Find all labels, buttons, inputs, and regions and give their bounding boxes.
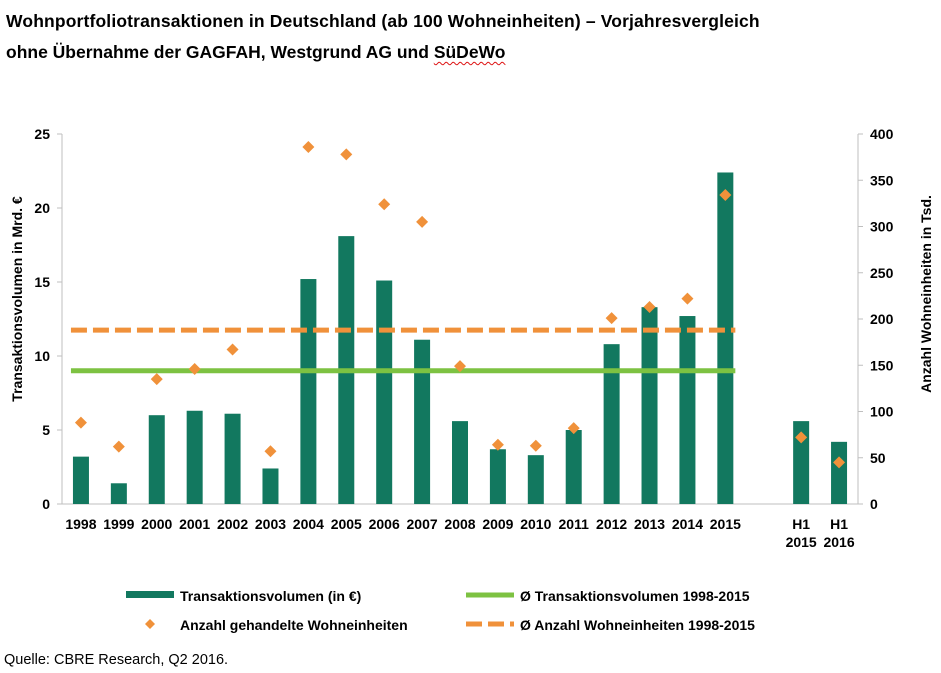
bar-transaktionsvolumen	[262, 468, 279, 504]
bar-transaktionsvolumen	[603, 344, 620, 504]
marker-wohneinheiten	[454, 360, 466, 373]
marker-wohneinheiten	[491, 438, 504, 451]
marker-wohneinheiten	[795, 431, 808, 444]
bar-transaktionsvolumen	[565, 430, 582, 504]
y-left-tick-label: 5	[42, 422, 50, 438]
x-tick-label: 2016	[823, 534, 854, 550]
marker-wohneinheiten	[719, 189, 732, 202]
x-tick-label: 2012	[596, 516, 627, 532]
legend-label-avg-volume: Ø Transaktionsvolumen 1998-2015	[520, 588, 750, 604]
x-tick-label: 2004	[293, 516, 324, 532]
title-line-2: ohne Übernahme der GAGFAH, Westgrund AG …	[6, 37, 936, 68]
x-tick-label: 2001	[179, 516, 210, 532]
y-axis-left-title: Transaktionsvolumen in Mrd. €	[9, 196, 25, 402]
bar-transaktionsvolumen	[831, 441, 848, 504]
x-tick-label: 1998	[65, 516, 96, 532]
y-right-tick-label: 350	[870, 172, 894, 188]
x-tick-label: 2011	[559, 516, 590, 532]
x-tick-label: 2006	[369, 516, 400, 532]
x-tick-label: 2013	[634, 516, 665, 532]
marker-wohneinheiten	[302, 140, 315, 153]
x-tick-label: 2010	[520, 516, 551, 532]
bar-transaktionsvolumen	[148, 415, 165, 504]
x-tick-label: 2014	[672, 516, 703, 532]
marker-wohneinheiten	[188, 362, 201, 375]
legend-label-avg-units: Ø Anzahl Wohneinheiten 1998-2015	[520, 617, 755, 633]
x-tick-label: H1	[792, 516, 810, 532]
bar-transaktionsvolumen	[224, 413, 241, 504]
marker-wohneinheiten	[378, 198, 391, 211]
x-tick-label: H1	[830, 516, 848, 532]
bar-transaktionsvolumen	[641, 307, 658, 504]
marker-wohneinheiten	[264, 445, 277, 458]
marker-wohneinheiten	[340, 148, 353, 161]
y-axis-right-title: Anzahl Wohneinheiten in Tsd.	[918, 195, 934, 393]
marker-wohneinheiten	[681, 292, 694, 305]
marker-wohneinheiten	[226, 343, 239, 356]
x-tick-label: 2000	[141, 516, 172, 532]
y-left-tick-label: 15	[34, 274, 50, 290]
marker-wohneinheiten	[643, 300, 656, 313]
y-right-tick-label: 150	[870, 357, 894, 373]
legend-swatch-marker	[145, 619, 155, 629]
marker-wohneinheiten	[567, 422, 580, 435]
y-left-tick-label: 25	[34, 126, 50, 142]
y-right-tick-label: 300	[870, 219, 894, 235]
bar-transaktionsvolumen	[527, 455, 544, 504]
marker-wohneinheiten	[74, 416, 87, 429]
bar-transaktionsvolumen	[452, 421, 468, 504]
bar-transaktionsvolumen	[300, 279, 317, 504]
y-right-tick-label: 100	[870, 404, 894, 420]
bar-transaktionsvolumen	[717, 172, 734, 505]
bar-transaktionsvolumen	[489, 449, 506, 504]
marker-wohneinheiten	[150, 373, 163, 386]
y-right-tick-label: 400	[870, 126, 894, 142]
x-tick-label: 2015	[710, 516, 741, 532]
y-left-tick-label: 10	[34, 348, 50, 364]
y-right-tick-label: 200	[870, 311, 894, 327]
y-right-tick-label: 0	[870, 496, 878, 512]
marker-wohneinheiten	[416, 215, 429, 228]
bar-transaktionsvolumen	[186, 410, 203, 504]
y-left-tick-label: 0	[42, 496, 50, 512]
legend-label-marker: Anzahl gehandelte Wohneinheiten	[180, 617, 408, 633]
y-right-tick-label: 50	[870, 450, 886, 466]
title-line-1: Wohnportfoliotransaktionen in Deutschlan…	[6, 11, 760, 31]
x-tick-label: 2009	[482, 516, 513, 532]
legend-label-bars: Transaktionsvolumen (in €)	[180, 588, 361, 604]
marker-wohneinheiten	[833, 456, 846, 469]
bar-transaktionsvolumen	[793, 421, 810, 504]
source-note: Quelle: CBRE Research, Q2 2016.	[4, 652, 229, 668]
legend-swatch-bars	[126, 591, 174, 598]
title-line-2-prefix: ohne Übernahme der GAGFAH, Westgrund AG …	[6, 42, 434, 62]
bar-transaktionsvolumen	[679, 316, 696, 504]
x-tick-label: 2005	[331, 516, 362, 532]
y-left-tick-label: 20	[34, 200, 50, 216]
bar-transaktionsvolumen	[414, 339, 431, 504]
marker-wohneinheiten	[605, 312, 618, 325]
x-tick-label: 2002	[217, 516, 248, 532]
x-tick-label: 2015	[786, 534, 817, 550]
bar-transaktionsvolumen	[376, 280, 393, 504]
bar-transaktionsvolumen	[72, 456, 89, 504]
title-line-2-flagged-word: SüDeWo	[433, 42, 506, 62]
x-tick-label: 2008	[444, 516, 475, 532]
chart-title: Wohnportfoliotransaktionen in Deutschlan…	[6, 6, 936, 68]
marker-wohneinheiten	[529, 439, 542, 452]
bar-transaktionsvolumen	[110, 483, 127, 504]
x-tick-label: 2007	[407, 516, 438, 532]
x-tick-label: 2003	[255, 516, 286, 532]
y-right-tick-label: 250	[870, 265, 894, 281]
marker-wohneinheiten	[112, 440, 125, 453]
x-tick-label: 1999	[103, 516, 134, 532]
